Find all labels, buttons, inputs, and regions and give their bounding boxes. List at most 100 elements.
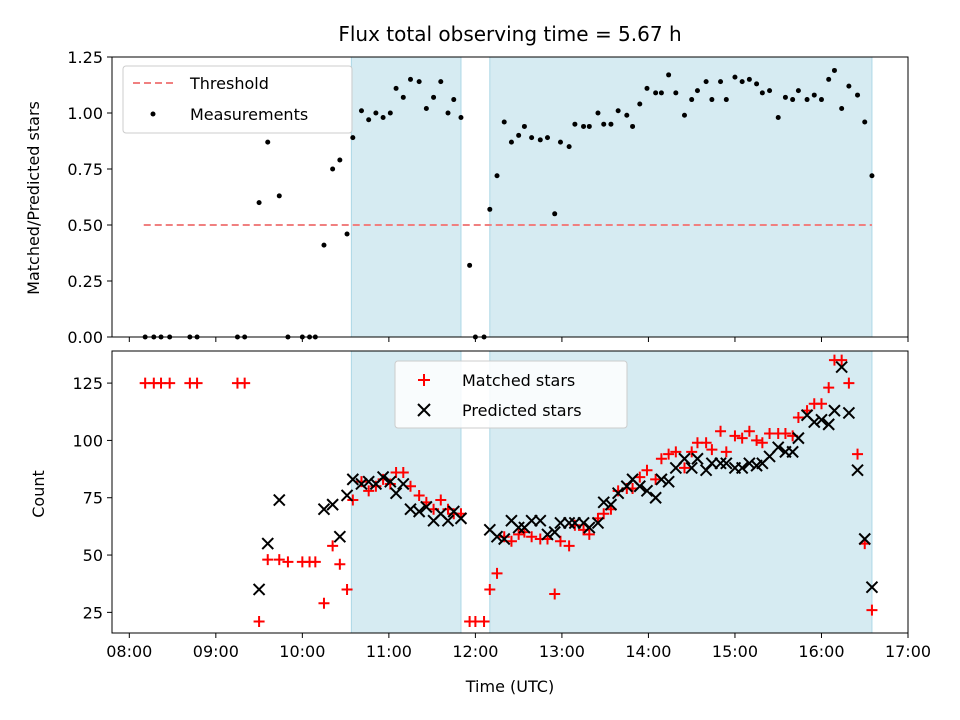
predicted-star-point	[655, 473, 668, 486]
predicted-star-point	[858, 532, 871, 546]
predicted-star-point	[842, 406, 856, 420]
bottom-y-tick-label: 50	[83, 546, 103, 565]
predicted-star-point	[420, 500, 433, 514]
x-tick-label: 16:00	[798, 642, 844, 661]
matched-star-point	[720, 446, 732, 458]
matched-star-point	[743, 425, 755, 437]
matched-star-point	[549, 588, 561, 600]
measurement-point	[373, 110, 379, 116]
measurement-point	[416, 79, 422, 85]
predicted-star-point	[541, 528, 554, 541]
top-shaded-interval	[489, 57, 872, 337]
measurement-point	[276, 193, 282, 199]
predicted-star-point	[714, 457, 727, 470]
predicted-star-point	[597, 496, 610, 509]
measurement-point	[423, 106, 429, 112]
measurement-point	[451, 97, 457, 103]
matched-star-point	[478, 616, 490, 628]
predicted-star-point	[851, 464, 864, 477]
x-tick-label: 12:00	[452, 642, 498, 661]
matched-star-point	[823, 382, 835, 394]
bottom-y-tick-label: 25	[83, 603, 103, 622]
matched-star-point	[598, 508, 610, 520]
measurement-point	[732, 74, 738, 80]
measurement-point	[831, 67, 837, 73]
x-tick-label: 15:00	[712, 642, 758, 661]
measurement-point	[759, 90, 765, 96]
matched-star-point	[363, 485, 375, 497]
matched-star-point	[513, 528, 525, 540]
measurement-point	[445, 110, 451, 116]
bottom-legend: Matched stars Predicted stars	[394, 360, 628, 429]
measurement-point	[637, 101, 643, 107]
matched-star-point	[341, 583, 353, 595]
measurement-point	[380, 114, 386, 120]
measurement-point	[615, 108, 621, 114]
measurement-point	[544, 135, 550, 141]
measurement-point	[804, 97, 810, 103]
measurement-point	[718, 79, 724, 85]
measurement-point	[508, 139, 514, 145]
top-y-tick-label: 1.00	[67, 104, 103, 123]
measurement-point	[746, 76, 752, 82]
measurement-point	[552, 211, 558, 217]
measurement-point	[644, 85, 650, 91]
measurement-point	[723, 97, 729, 103]
legend-predicted-label: Predicted stars	[462, 401, 582, 420]
matched-star-point	[736, 432, 748, 444]
measurement-point	[501, 119, 507, 125]
measurement-point	[826, 76, 832, 82]
x-axis-label: Time (UTC)	[465, 677, 554, 696]
measurement-point	[387, 110, 393, 116]
measurement-point	[521, 123, 527, 129]
bottom-legend-box	[394, 360, 628, 429]
x-tick-label: 09:00	[193, 642, 239, 661]
matched-star-point	[641, 464, 653, 476]
matched-star-point	[262, 554, 274, 566]
matched-star-point	[663, 448, 675, 460]
measurement-point	[330, 166, 336, 172]
measurement-point	[566, 144, 572, 150]
measurement-point	[673, 90, 679, 96]
x-tick-label: 17:00	[885, 642, 931, 661]
measurement-point	[754, 81, 760, 87]
predicted-star-point	[822, 418, 835, 431]
measurement-point	[458, 114, 464, 120]
top-panel: 0.00 0.25 0.50 0.75 1.00 1.25	[67, 48, 909, 347]
predicted-star-point	[548, 525, 561, 539]
predicted-star-point	[604, 498, 618, 511]
matched-star-point	[655, 453, 667, 465]
matched-star-point	[650, 473, 662, 485]
predicted-star-point	[340, 489, 354, 502]
predicted-star-point	[735, 461, 749, 475]
matched-star-point	[792, 411, 804, 423]
predicted-star-point	[441, 514, 455, 527]
measurement-point	[516, 132, 522, 138]
measurement-point	[869, 173, 875, 179]
matched-star-point	[239, 377, 251, 389]
predicted-star-point	[662, 475, 675, 488]
measurement-point	[601, 121, 607, 127]
measurement-point	[775, 114, 781, 120]
measurement-point	[467, 262, 473, 268]
top-y-tick-label: 0.50	[67, 216, 103, 235]
predicted-star-point	[792, 431, 805, 445]
predicted-star-point	[261, 537, 274, 550]
predicted-star-point	[317, 502, 331, 516]
matched-star-point	[706, 444, 718, 456]
predicted-star-point	[828, 404, 841, 417]
top-legend: Threshold Measurements	[122, 65, 353, 134]
matched-star-point	[756, 437, 768, 449]
predicted-star-point	[534, 514, 547, 527]
measurement-point	[393, 85, 399, 91]
top-y-tick-label: 0.75	[67, 160, 103, 179]
matched-star-point	[670, 446, 682, 458]
matched-star-point	[253, 616, 265, 628]
matched-star-point	[435, 494, 447, 506]
measurement-point	[537, 137, 543, 143]
matched-star-point	[729, 430, 741, 442]
matched-star-point	[779, 428, 791, 440]
legend-matched-swatch	[418, 374, 430, 386]
predicted-star-point	[346, 473, 360, 486]
predicted-star-point	[326, 498, 339, 511]
